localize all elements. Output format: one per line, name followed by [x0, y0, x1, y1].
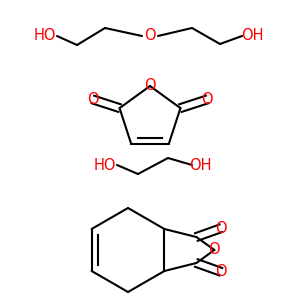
Text: O: O	[144, 79, 156, 94]
Text: O: O	[215, 264, 227, 279]
Text: OH: OH	[189, 158, 211, 172]
Text: OH: OH	[241, 28, 263, 44]
Text: HO: HO	[94, 158, 116, 172]
Text: O: O	[208, 242, 220, 257]
Text: O: O	[201, 92, 213, 107]
Text: O: O	[87, 92, 99, 107]
Text: O: O	[144, 28, 156, 44]
Text: HO: HO	[34, 28, 56, 44]
Text: O: O	[215, 221, 227, 236]
